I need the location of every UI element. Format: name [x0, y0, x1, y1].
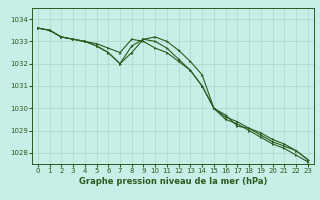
X-axis label: Graphe pression niveau de la mer (hPa): Graphe pression niveau de la mer (hPa)	[79, 177, 267, 186]
